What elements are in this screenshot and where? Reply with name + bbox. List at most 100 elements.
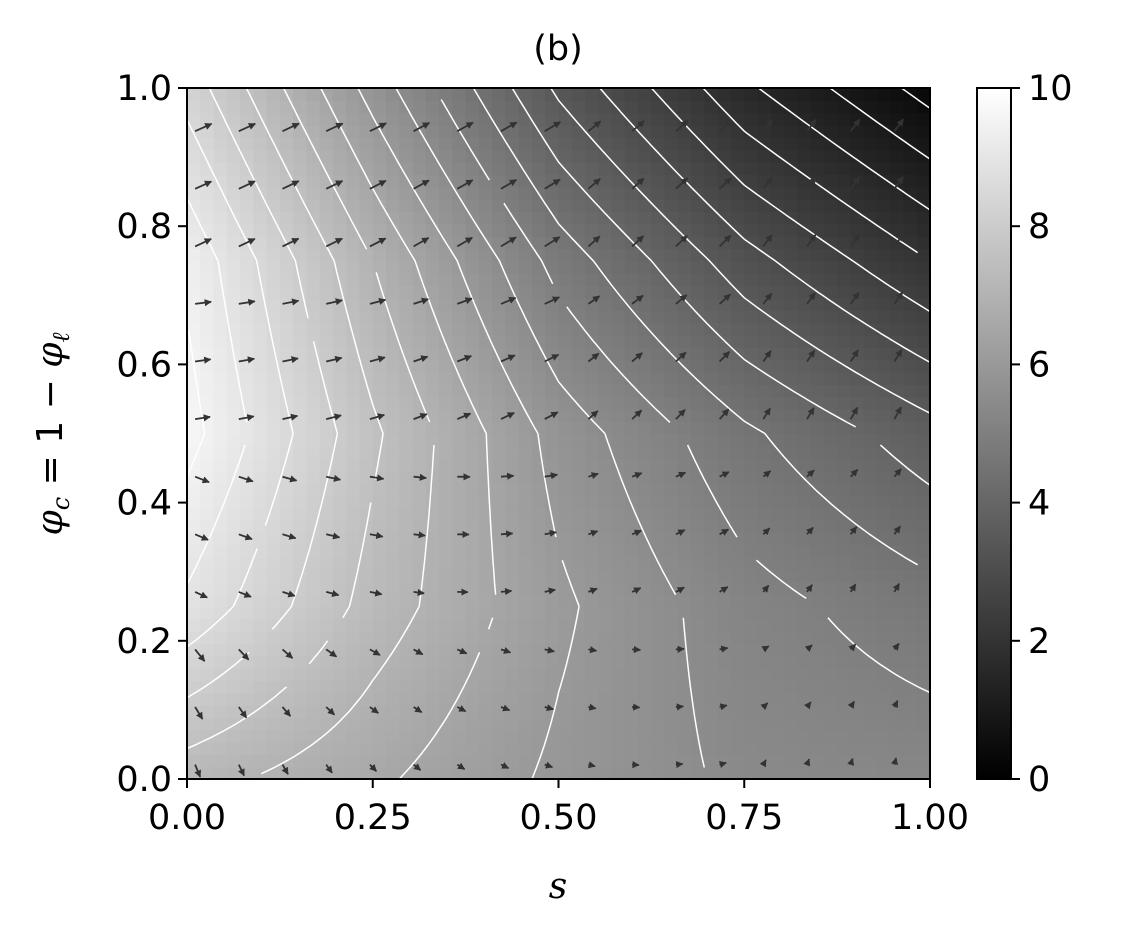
heatmap-cell (916, 556, 930, 570)
heatmap-cell (359, 100, 374, 114)
heatmap-cell (558, 519, 573, 533)
heatmap-cell (279, 359, 294, 373)
y-tick-label: 0.4 (116, 484, 172, 524)
gradient-arrow (890, 757, 898, 766)
heatmap-cell (518, 162, 533, 176)
heatmap-cell (293, 643, 308, 657)
heatmap-cell (558, 334, 573, 348)
heatmap-cell (518, 137, 533, 151)
heatmap-cell (850, 729, 865, 743)
heatmap-cell (558, 273, 573, 287)
heatmap-cell (293, 630, 308, 644)
heatmap-cell (717, 741, 732, 756)
heatmap-cell (359, 322, 374, 336)
heatmap-cell (585, 310, 600, 324)
heatmap-cell (359, 667, 374, 681)
heatmap-cell (386, 495, 400, 509)
heatmap-cell (651, 273, 666, 287)
heatmap-cell (213, 384, 228, 398)
heatmap-cell (306, 655, 321, 669)
heatmap-cell (266, 741, 281, 756)
heatmap-cell (651, 199, 666, 213)
heatmap-cell (585, 273, 600, 287)
heatmap-cell (293, 162, 308, 176)
heatmap-cell (266, 396, 281, 410)
heatmap-cell (770, 223, 785, 237)
heatmap-cell (505, 433, 520, 447)
heatmap-cell (492, 606, 507, 620)
heatmap-cell (240, 606, 255, 620)
heatmap-cell (757, 655, 772, 669)
heatmap-cell (823, 445, 838, 459)
heatmap-cell (916, 396, 930, 410)
gradient-arrow (194, 122, 213, 133)
gradient-arrow (587, 295, 601, 305)
heatmap-cell (837, 223, 852, 237)
heatmap-cell (770, 100, 785, 114)
heatmap-cell (903, 544, 918, 558)
gradient-arrow (718, 234, 732, 248)
heatmap-cell (293, 729, 308, 743)
heatmap-cell (240, 137, 255, 151)
heatmap-cell (850, 655, 865, 669)
heatmap-cell (558, 408, 573, 422)
heatmap-cell (279, 482, 294, 496)
heatmap-cell (200, 606, 215, 620)
heatmap-cell (213, 162, 228, 176)
heatmap-cell (465, 581, 480, 595)
heatmap-cell (425, 88, 440, 102)
heatmap-cell (903, 149, 918, 163)
heatmap-cell (372, 199, 387, 213)
heatmap-cell (890, 371, 905, 385)
heatmap-cell (558, 556, 573, 570)
heatmap-cell (757, 384, 772, 398)
heatmap-cell (651, 544, 666, 558)
heatmap-cell (213, 544, 228, 558)
heatmap-cell (332, 285, 347, 299)
heatmap-cell (757, 137, 772, 151)
heatmap-cell (757, 519, 772, 533)
heatmap-cell (505, 445, 520, 459)
heatmap-cell (306, 371, 321, 385)
heatmap-cell (757, 88, 772, 102)
heatmap-cell (890, 556, 905, 570)
heatmap-cell (412, 248, 427, 262)
heatmap-cell (770, 630, 785, 644)
heatmap-cell (730, 643, 745, 657)
heatmap-cell (823, 581, 838, 595)
heatmap-cell (585, 667, 600, 681)
heatmap-cell (558, 149, 573, 163)
heatmap-cell (226, 421, 241, 435)
heatmap-cell (452, 100, 467, 114)
heatmap-cell (664, 569, 679, 583)
heatmap-cell (638, 285, 653, 299)
heatmap-cell (797, 347, 812, 361)
heatmap-cell (677, 717, 692, 731)
heatmap-cell (624, 519, 639, 533)
gradient-arrow (325, 706, 336, 716)
heatmap-cell (571, 544, 586, 558)
heatmap-cell (823, 273, 838, 287)
heatmap-cell (850, 285, 865, 299)
heatmap-cell (372, 458, 387, 472)
heatmap-cell (890, 273, 905, 287)
heatmap-cell (730, 359, 745, 373)
heatmap-cell (465, 433, 480, 447)
heatmap-cell (717, 593, 732, 607)
heatmap-cell (240, 199, 255, 213)
heatmap-cell (213, 606, 228, 620)
heatmap-cell (784, 297, 799, 311)
heatmap-cell (531, 532, 546, 546)
heatmap-cell (730, 704, 745, 718)
heatmap-cell (518, 433, 533, 447)
heatmap-cell (704, 593, 719, 607)
heatmap-cell (651, 297, 666, 311)
heatmap-cell (691, 162, 706, 176)
heatmap-cell (293, 100, 308, 114)
heatmap-cell (558, 248, 573, 262)
heatmap-cell (359, 334, 374, 348)
heatmap-cell (916, 643, 930, 657)
heatmap-cell (717, 174, 732, 188)
gradient-arrows (194, 118, 905, 778)
heatmap-cell (452, 334, 467, 348)
